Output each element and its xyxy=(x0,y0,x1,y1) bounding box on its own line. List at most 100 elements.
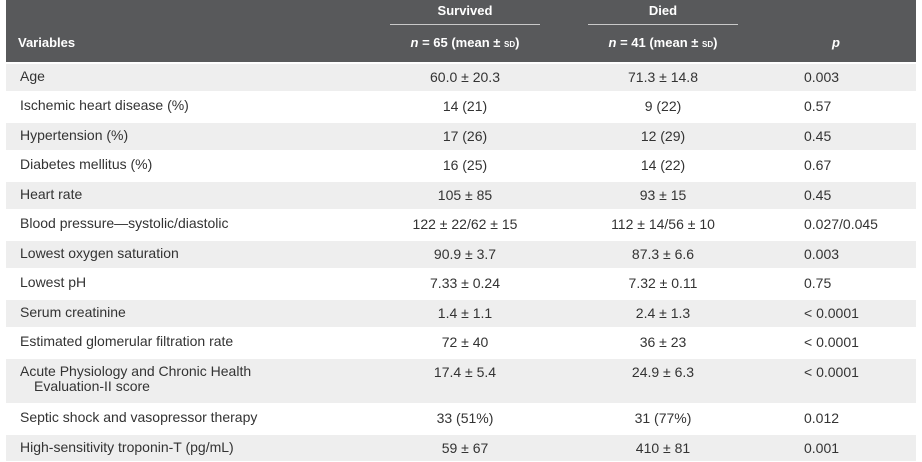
cell-variable: Serum creatinine xyxy=(20,305,360,320)
variable-label: Lowest pH xyxy=(20,274,87,290)
variable-label: Ischemic heart disease (%) xyxy=(20,97,189,113)
survived-n-symbol: n xyxy=(410,35,419,50)
died-sd-text: sd xyxy=(702,36,714,50)
cell-survived: 16 (25) xyxy=(442,157,488,173)
table-body: Age 60.0 ± 20.3 71.3 ± 14.8 0.003 Ischemic h… xyxy=(6,62,916,461)
cell-died: 87.3 ± 6.6 xyxy=(631,246,695,262)
cell-died: 31 (77%) xyxy=(634,410,692,426)
cell-variable: Septic shock and vasopressor therapy xyxy=(20,410,360,425)
table-row: Lowest oxygen saturation 90.9 ± 3.7 87.3 ±… xyxy=(6,239,916,268)
cell-p-value: 0.003 xyxy=(804,69,840,85)
cell-died: 410 ± 81 xyxy=(635,440,691,456)
group-died-label: Died xyxy=(648,3,678,18)
variable-label: Lowest oxygen saturation xyxy=(20,245,179,261)
table-header: Survived Died Variables n = 65 (mean ± s… xyxy=(6,0,916,62)
group-header-survived: Survived xyxy=(390,3,540,25)
variable-label: Estimated glomerular filtration rate xyxy=(20,333,234,349)
data-table: Survived Died Variables n = 65 (mean ± s… xyxy=(6,0,916,461)
cell-died: 7.32 ± 0.11 xyxy=(628,275,698,291)
survived-n-text: = 65 (mean ± xyxy=(418,35,505,50)
cell-variable: Lowest pH xyxy=(20,275,360,290)
survived-close-paren: ) xyxy=(515,35,520,50)
group-died-rule xyxy=(588,24,738,25)
table-row: Serum creatinine 1.4 ± 1.1 2.4 ± 1.3 < 0.00… xyxy=(6,298,916,327)
variable-label: Heart rate xyxy=(20,186,83,202)
column-header-died: n = 41 (mean ± sd) xyxy=(588,35,738,50)
column-header-p: p xyxy=(832,35,840,50)
cell-p-value: < 0.0001 xyxy=(804,334,859,350)
column-header-survived: n = 65 (mean ± sd) xyxy=(390,35,540,50)
cell-survived: 1.4 ± 1.1 xyxy=(437,305,493,321)
cell-p-value: 0.012 xyxy=(804,410,840,426)
cell-p-value: < 0.0001 xyxy=(804,305,859,321)
table-row: High-sensitivity troponin-T (pg/mL) 59 ± … xyxy=(6,433,916,461)
variable-label: High-sensitivity troponin-T (pg/mL) xyxy=(20,439,234,455)
cell-variable: High-sensitivity troponin-T (pg/mL) xyxy=(20,440,360,455)
died-n-text: = 41 (mean ± xyxy=(616,35,703,50)
variable-label: Age xyxy=(20,68,45,84)
cell-died: 36 ± 23 xyxy=(639,334,687,350)
cell-survived: 17 (26) xyxy=(442,128,488,144)
cell-survived: 14 (21) xyxy=(442,98,488,114)
table-row: Heart rate 105 ± 85 93 ± 15 0.45 xyxy=(6,180,916,209)
cell-p-value: 0.45 xyxy=(804,128,832,144)
cell-variable: Heart rate xyxy=(20,187,360,202)
cell-survived: 17.4 ± 5.4 xyxy=(433,364,497,380)
group-header-died: Died xyxy=(588,3,738,25)
cell-died: 112 ± 14/56 ± 10 xyxy=(611,216,715,232)
group-survived-label: Survived xyxy=(437,3,493,18)
table-row: Diabetes mellitus (%) 16 (25) 14 (22) 0.67 xyxy=(6,150,916,180)
died-close-paren: ) xyxy=(713,35,718,50)
cell-died: 2.4 ± 1.3 xyxy=(635,305,691,321)
cell-p-value: 0.75 xyxy=(804,275,832,291)
variable-label: Septic shock and vasopressor therapy xyxy=(20,409,258,425)
variable-label: Diabetes mellitus (%) xyxy=(20,156,153,172)
died-n-symbol: n xyxy=(608,35,617,50)
variable-label-continued: Evaluation-II score xyxy=(34,378,150,394)
table-row: Acute Physiology and Chronic Health Evalu… xyxy=(6,357,916,403)
cell-died: 12 (29) xyxy=(640,128,686,144)
variable-label: Acute Physiology and Chronic Health xyxy=(20,363,252,379)
cell-variable: Hypertension (%) xyxy=(20,128,360,143)
group-survived-rule xyxy=(390,24,540,25)
column-header-variables: Variables xyxy=(18,35,76,50)
variable-label: Blood pressure—systolic/diastolic xyxy=(20,215,229,231)
table-row: Estimated glomerular filtration rate 72 ±… xyxy=(6,327,916,357)
cell-survived: 59 ± 67 xyxy=(441,440,489,456)
cell-survived: 105 ± 85 xyxy=(437,187,493,203)
table-row: Hypertension (%) 17 (26) 12 (29) 0.45 xyxy=(6,121,916,150)
table-row: Lowest pH 7.33 ± 0.24 7.32 ± 0.11 0.75 xyxy=(6,268,916,298)
cell-variable: Diabetes mellitus (%) xyxy=(20,157,360,172)
cell-survived: 90.9 ± 3.7 xyxy=(433,246,497,262)
cell-died: 9 (22) xyxy=(644,98,682,114)
table-row: Ischemic heart disease (%) 14 (21) 9 (22) 0… xyxy=(6,91,916,121)
cell-p-value: 0.001 xyxy=(804,440,840,456)
cell-p-value: 0.57 xyxy=(804,98,832,114)
cell-survived: 60.0 ± 20.3 xyxy=(430,69,500,85)
cell-variable: Blood pressure—systolic/diastolic xyxy=(20,216,360,231)
cell-survived: 122 ± 22/62 ± 15 xyxy=(412,216,518,232)
cell-variable: Lowest oxygen saturation xyxy=(20,246,360,261)
cell-p-value: 0.003 xyxy=(804,246,840,262)
cell-variable: Ischemic heart disease (%) xyxy=(20,98,360,113)
cell-p-value: 0.027/0.045 xyxy=(804,216,878,232)
cell-p-value: 0.45 xyxy=(804,187,832,203)
cell-died: 14 (22) xyxy=(640,157,686,173)
cell-p-value: 0.67 xyxy=(804,157,832,173)
survived-sd-text: sd xyxy=(504,36,516,50)
cell-survived: 33 (51%) xyxy=(436,410,494,426)
cell-survived: 72 ± 40 xyxy=(441,334,489,350)
cell-variable: Age xyxy=(20,69,360,84)
cell-died: 93 ± 15 xyxy=(639,187,687,203)
table-row: Blood pressure—systolic/diastolic 122 ± 2… xyxy=(6,209,916,239)
cell-survived: 7.33 ± 0.24 xyxy=(430,275,500,291)
cell-died: 71.3 ± 14.8 xyxy=(628,69,698,85)
variable-label: Serum creatinine xyxy=(20,304,126,320)
cell-variable: Estimated glomerular filtration rate xyxy=(20,334,360,349)
cell-died: 24.9 ± 6.3 xyxy=(631,364,695,380)
table-row: Age 60.0 ± 20.3 71.3 ± 14.8 0.003 xyxy=(6,62,916,91)
variable-label: Hypertension (%) xyxy=(20,127,129,143)
cell-variable: Acute Physiology and Chronic Health Evalu… xyxy=(20,364,360,394)
table-row: Septic shock and vasopressor therapy 33 (… xyxy=(6,403,916,433)
cell-p-value: < 0.0001 xyxy=(804,364,859,380)
